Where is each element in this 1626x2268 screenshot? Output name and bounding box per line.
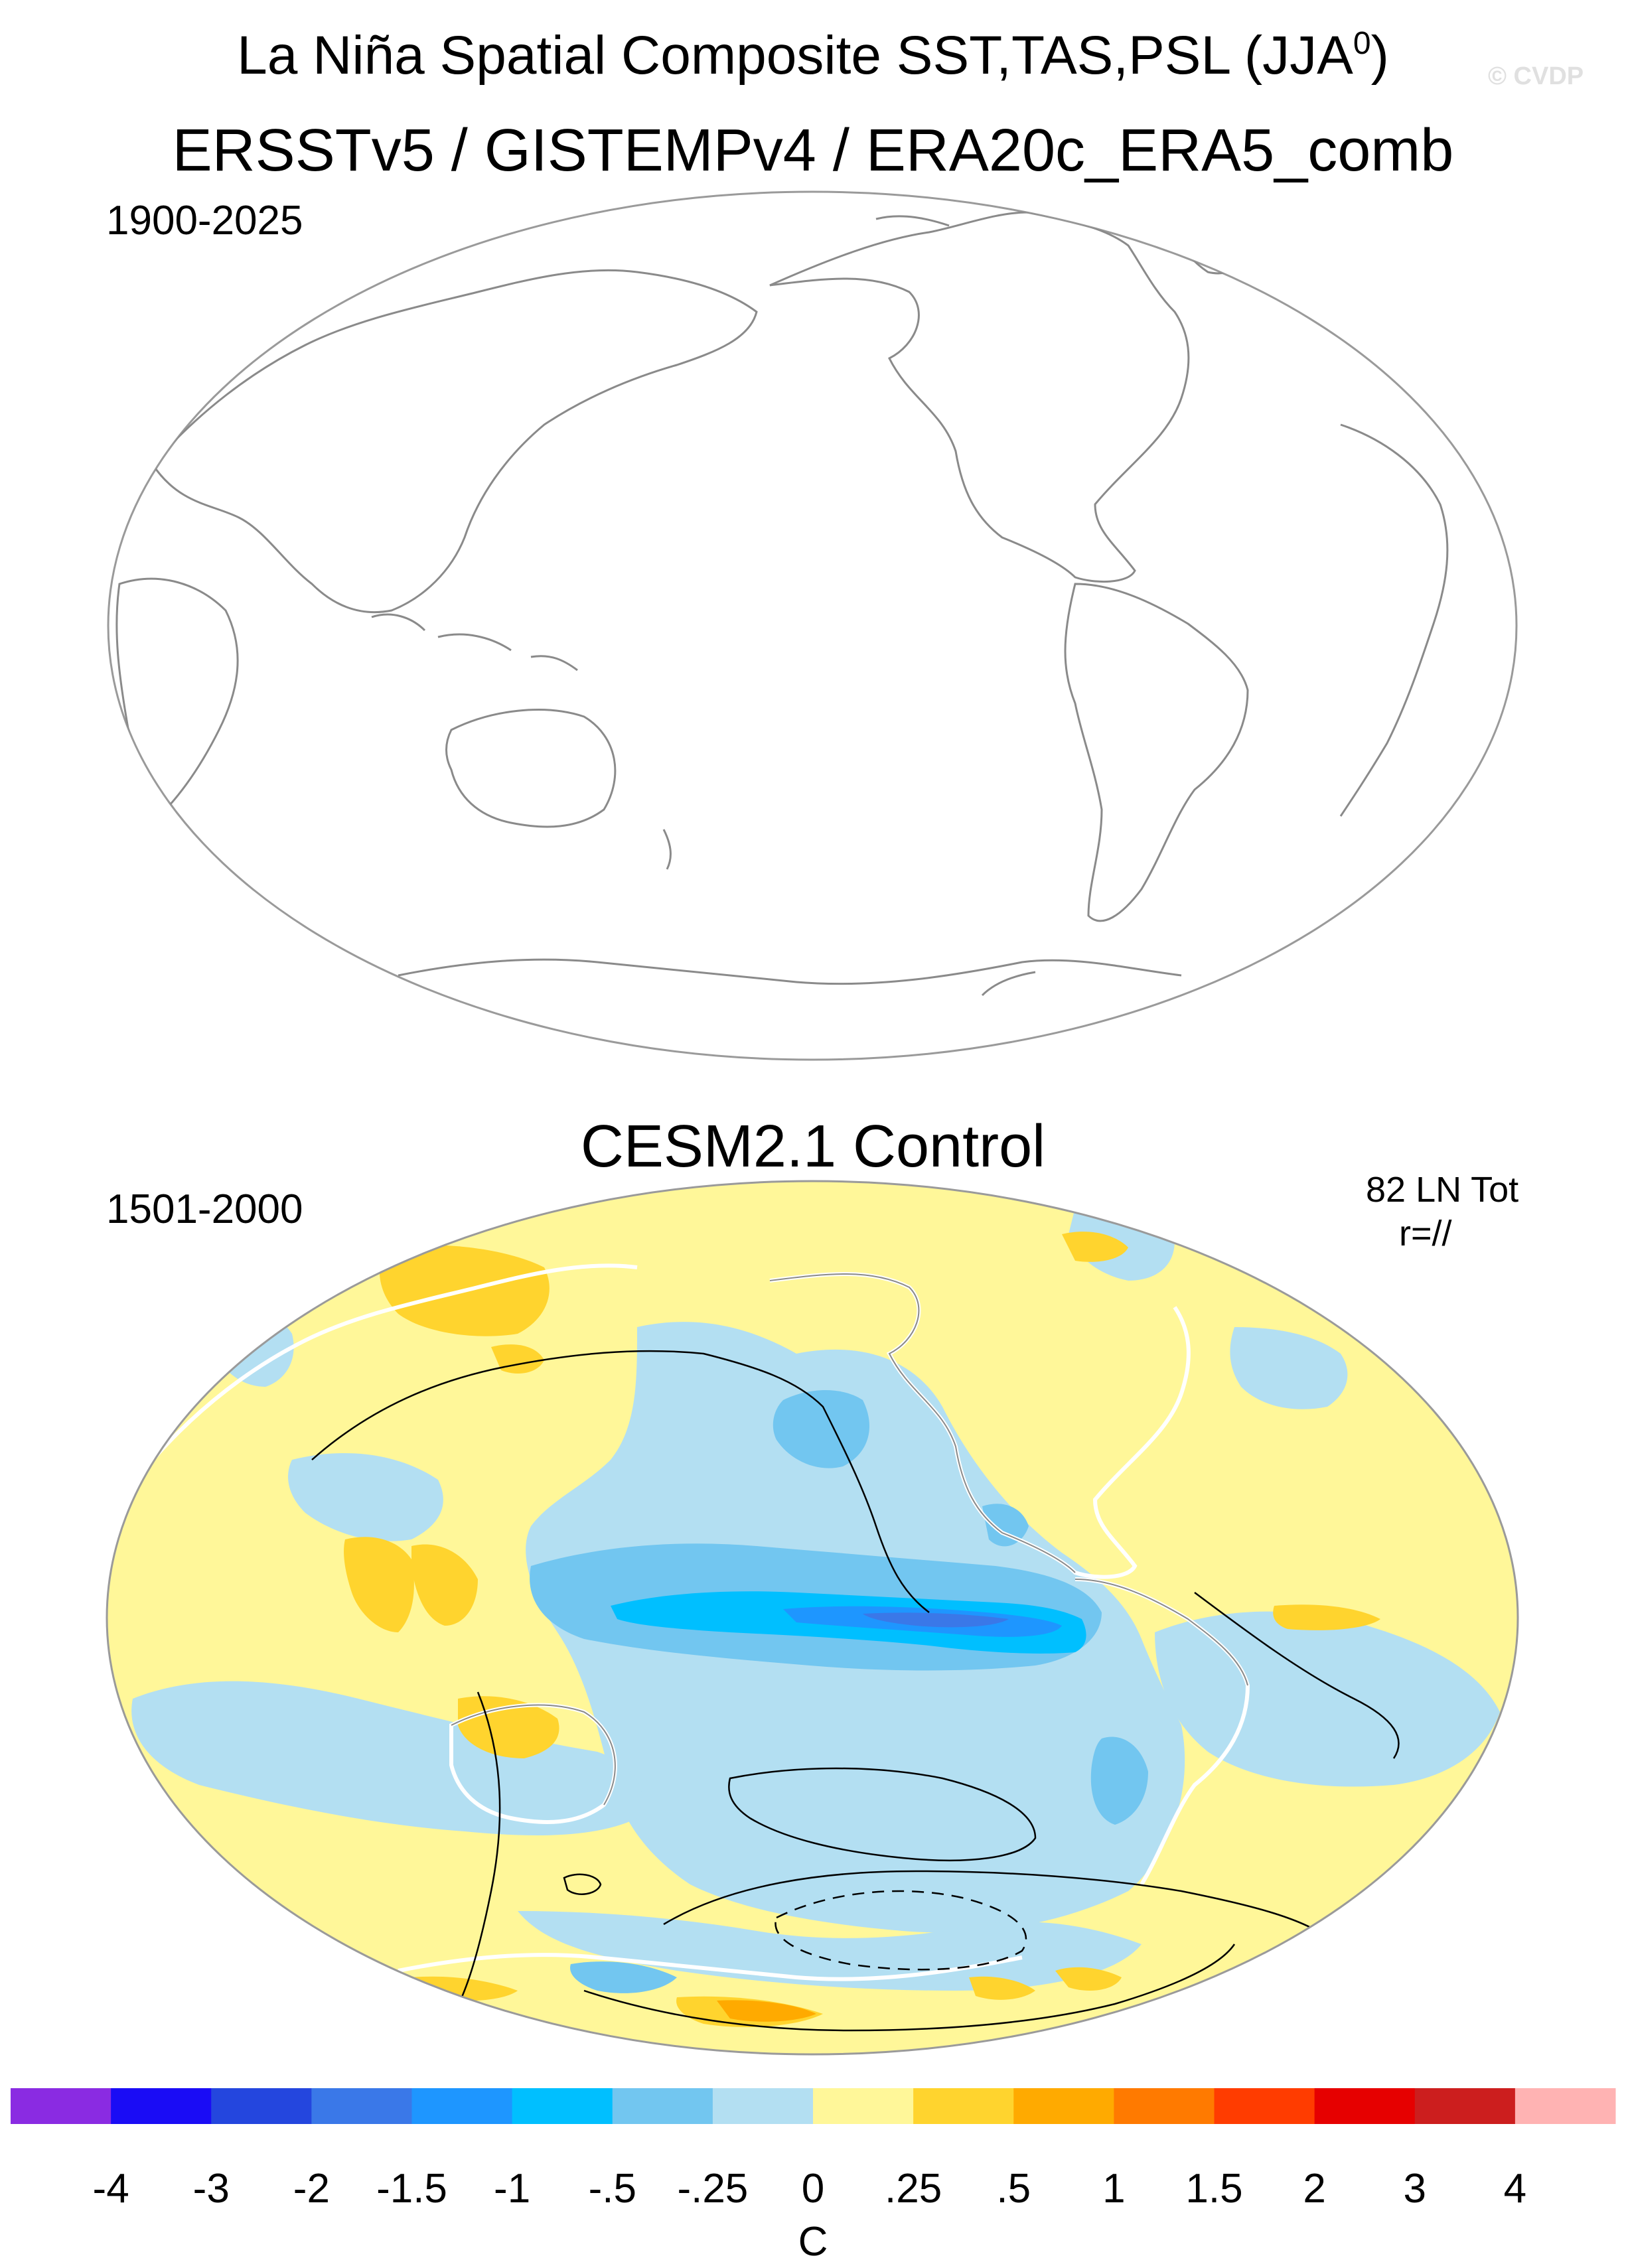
colorbar-tick-label: -.5 <box>588 2166 636 2212</box>
colorbar-swatches <box>11 2088 1616 2124</box>
colorbar-swatch <box>1515 2088 1616 2124</box>
colorbar-swatch <box>913 2088 1014 2124</box>
model-composite-map <box>106 1180 1519 2056</box>
model-years-label: 1501-2000 <box>106 1186 303 1232</box>
cvdp-watermark: © CVDP <box>1488 62 1584 90</box>
colorbar-swatch <box>211 2088 312 2124</box>
colorbar-swatch <box>1114 2088 1215 2124</box>
colorbar-swatch <box>1013 2088 1114 2124</box>
model-map-border <box>106 1180 1519 2056</box>
observations-map <box>107 190 1518 1061</box>
observations-years-label: 1900-2025 <box>106 198 303 244</box>
colorbar-tick-label: .5 <box>996 2166 1031 2212</box>
colorbar-swatch <box>1414 2088 1516 2124</box>
colorbar-swatch <box>1214 2088 1315 2124</box>
colorbar-swatch <box>813 2088 914 2124</box>
colorbar-swatch <box>11 2088 111 2124</box>
cold-tongue-peak <box>863 1612 1009 1628</box>
colorbar-tick-label: 2 <box>1303 2166 1326 2212</box>
colorbar-tick-label: -.25 <box>677 2166 749 2212</box>
colorbar-tick-label: 4 <box>1503 2166 1527 2212</box>
colorbar-tick-label: -2 <box>293 2166 330 2212</box>
colorbar-swatch <box>311 2088 412 2124</box>
colorbar-swatch <box>1314 2088 1416 2124</box>
model-panel-title: CESM2.1 Control <box>580 1113 1046 1180</box>
main-title: La Niña Spatial Composite SST,TAS,PSL (J… <box>237 25 1389 86</box>
colorbar-tick-label: 1 <box>1102 2166 1126 2212</box>
la-nina-event-count: 82 LN Tot <box>1366 1170 1519 1210</box>
colorbar-tick-label: -1.5 <box>376 2166 447 2212</box>
colorbar-tick-label: 3 <box>1403 2166 1426 2212</box>
colorbar-swatch <box>111 2088 212 2124</box>
colorbar-swatch <box>411 2088 513 2124</box>
strong-warm-anomaly <box>717 2000 816 2022</box>
psl-contours <box>311 1350 1400 2032</box>
colorbar-swatch <box>612 2088 713 2124</box>
model-coastlines-inner <box>451 1273 1248 1806</box>
observations-panel-title: ERSSTv5 / GISTEMPv4 / ERA20c_ERA5_comb <box>172 117 1454 184</box>
colorbar-units-label: C <box>798 2219 828 2265</box>
colorbar-tick-label: .25 <box>885 2166 942 2212</box>
colorbar-tick-label: -3 <box>192 2166 230 2212</box>
colorbar-tick-label: 1.5 <box>1185 2166 1243 2212</box>
colorbar-swatch <box>512 2088 613 2124</box>
model-map-fields <box>107 1181 1518 2054</box>
colorbar-tick-label: -4 <box>92 2166 129 2212</box>
psl-negative-contour <box>775 1890 1027 1971</box>
colorbar-swatch <box>712 2088 814 2124</box>
colorbar-tick-label: -1 <box>494 2166 531 2212</box>
pattern-correlation-label: r=// <box>1399 1214 1452 1253</box>
colorbar-tick-label: 0 <box>801 2166 825 2212</box>
